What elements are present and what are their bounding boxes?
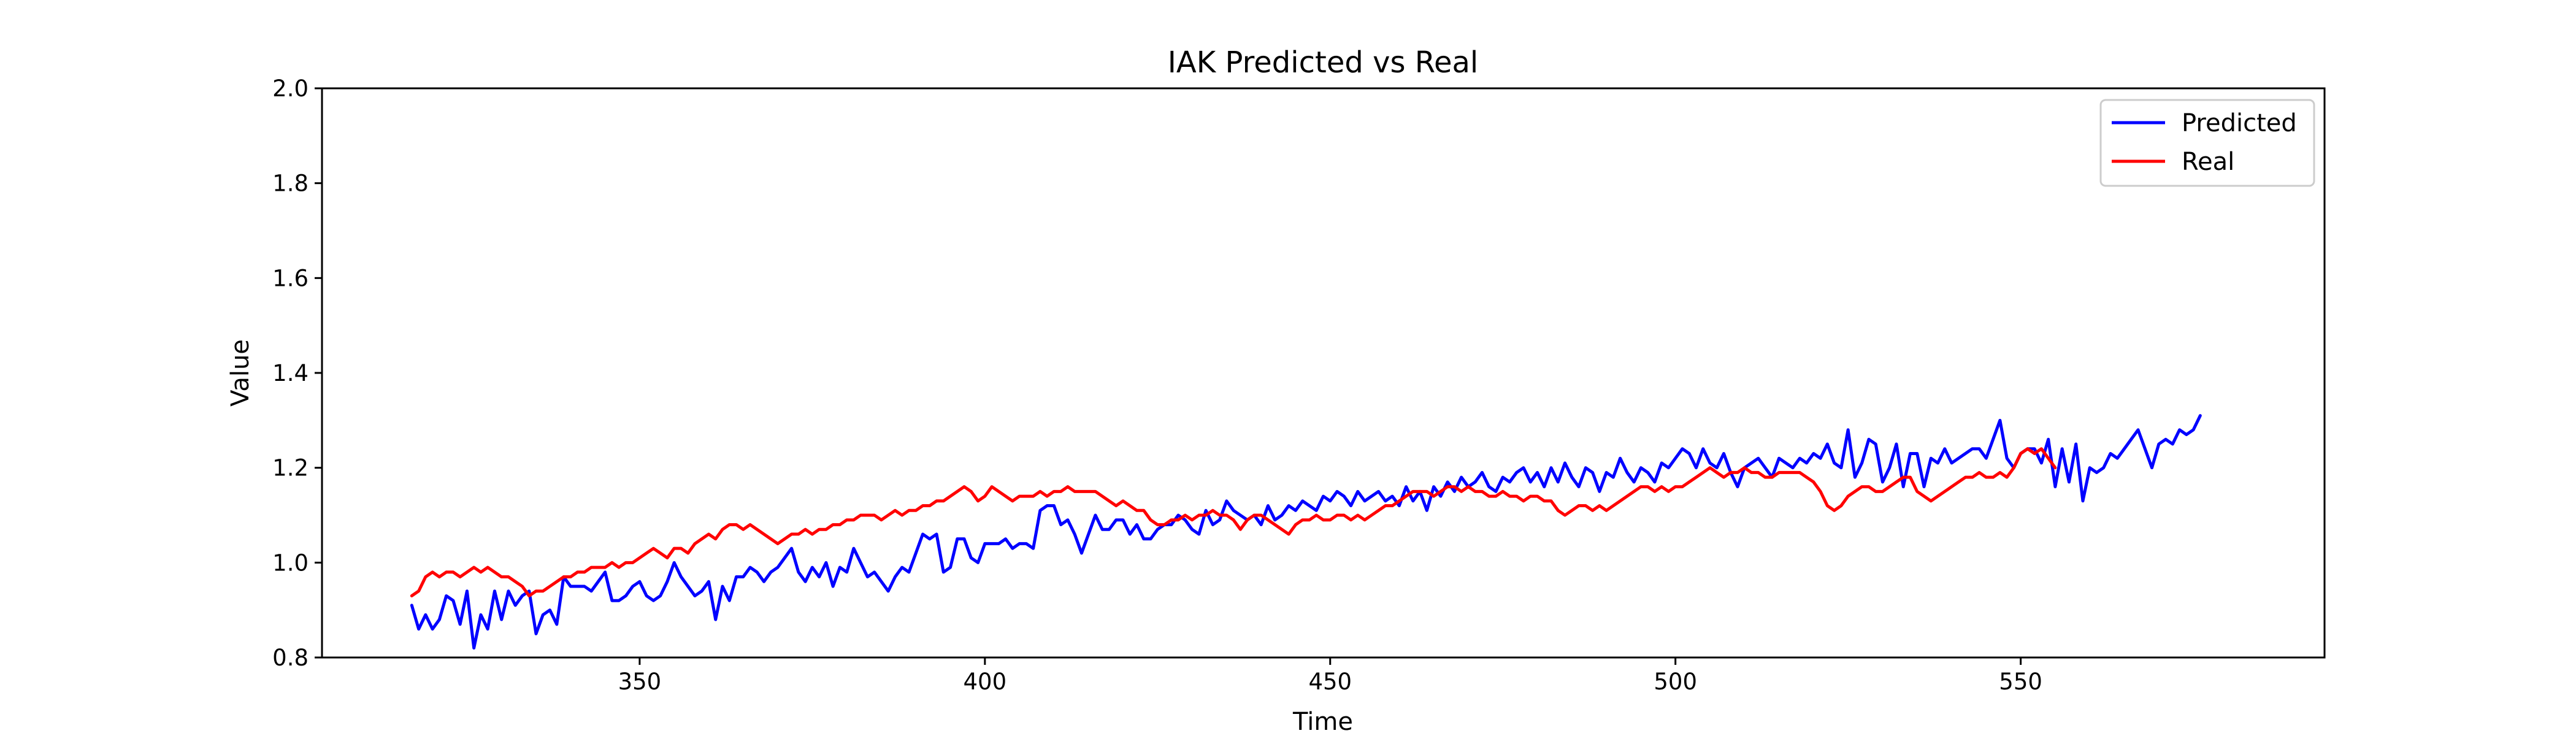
y-tick-label: 1.6 [272, 265, 309, 291]
legend-label-predicted: Predicted [2182, 109, 2297, 137]
legend-label-real: Real [2182, 148, 2234, 176]
y-axis-label: Value [226, 339, 255, 407]
y-tick-label: 1.2 [272, 455, 309, 481]
x-tick-label: 450 [1308, 669, 1352, 695]
y-tick-label: 1.0 [272, 550, 309, 576]
x-tick-label: 350 [618, 669, 662, 695]
x-axis-label: Time [1292, 708, 1353, 736]
legend: Predicted Real [2099, 99, 2315, 187]
x-tick-label: 400 [964, 669, 1007, 695]
y-tick-label: 1.4 [272, 360, 309, 386]
y-tick-label: 0.8 [272, 645, 309, 671]
chart-title: IAK Predicted vs Real [1168, 45, 1478, 80]
y-axis: 0.8 1.0 1.2 1.4 1.6 1.8 2.0 [272, 75, 322, 671]
y-tick-label: 1.8 [272, 171, 309, 197]
x-axis: 350 400 450 500 550 [618, 657, 2042, 695]
x-tick-label: 550 [1999, 669, 2042, 695]
x-tick-label: 500 [1654, 669, 1697, 695]
y-tick-label: 2.0 [272, 75, 309, 102]
series-line-real [410, 447, 2057, 597]
plot-lines [410, 414, 2202, 650]
